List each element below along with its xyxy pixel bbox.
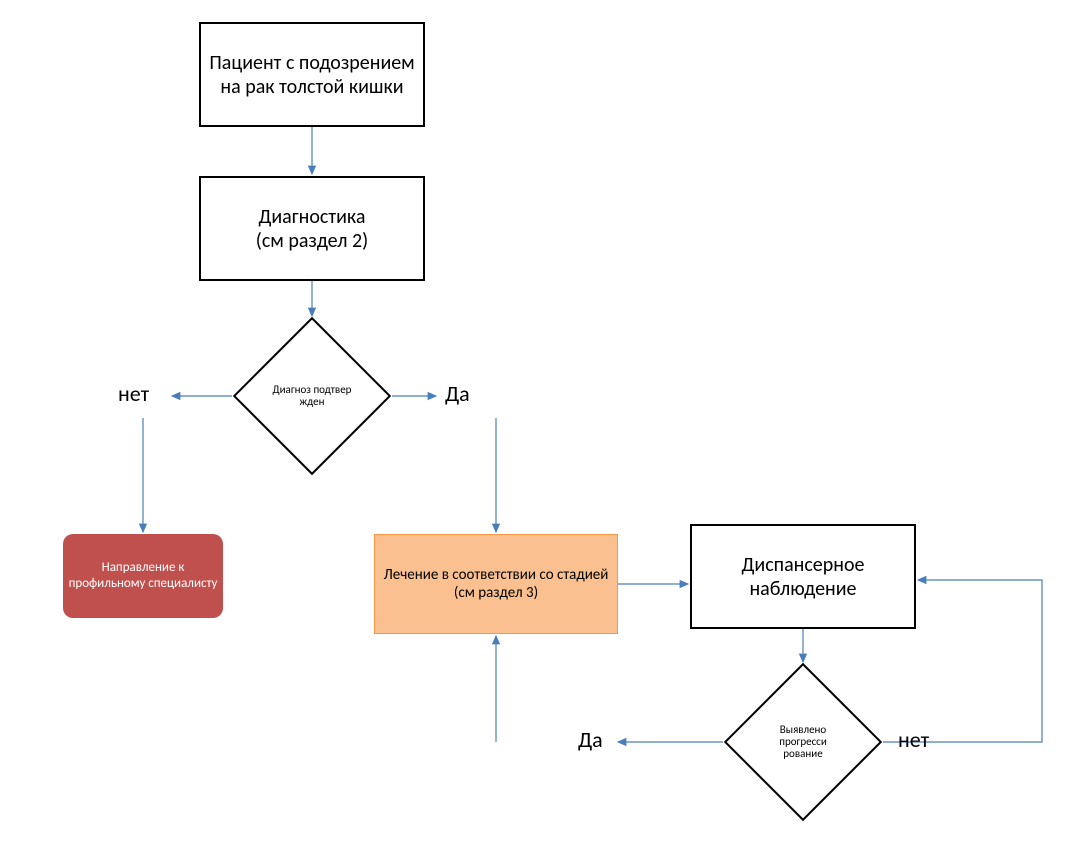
decision1-label: Диагноз подтвер жден [272,384,352,408]
node-treatment: Лечение в соответствии со стадией (см ра… [374,534,618,634]
decision2-label: Выявлено прогресси рование [761,724,845,760]
label-d2-yes: Да [578,726,603,753]
label-d2-no: нет [898,726,929,753]
flowchart-canvas: Пациент с подозрением на рак толстой киш… [0,0,1082,849]
node-decision2: Выявлено прогресси рование [747,686,859,798]
label-d1-yes: Да [445,380,470,407]
node-treatment-label: Лечение в соответствии со стадией (см ра… [384,566,609,602]
node-patient-label: Пациент с подозрением на рак толстой киш… [201,51,423,99]
node-diagnostics-label: Диагностика (см раздел 2) [256,205,368,253]
edges-layer [0,0,1082,849]
node-referral-label: Направление к профильному специалисту [63,560,223,591]
node-diagnostics: Диагностика (см раздел 2) [199,176,425,281]
node-observation-label: Диспансерное наблюдение [692,553,914,601]
label-d1-no: нет [118,380,149,407]
node-observation: Диспансерное наблюдение [690,524,916,629]
node-referral: Направление к профильному специалисту [63,534,223,618]
node-decision1: Диагноз подтвер жден [256,340,368,452]
node-patient: Пациент с подозрением на рак толстой киш… [199,22,425,127]
